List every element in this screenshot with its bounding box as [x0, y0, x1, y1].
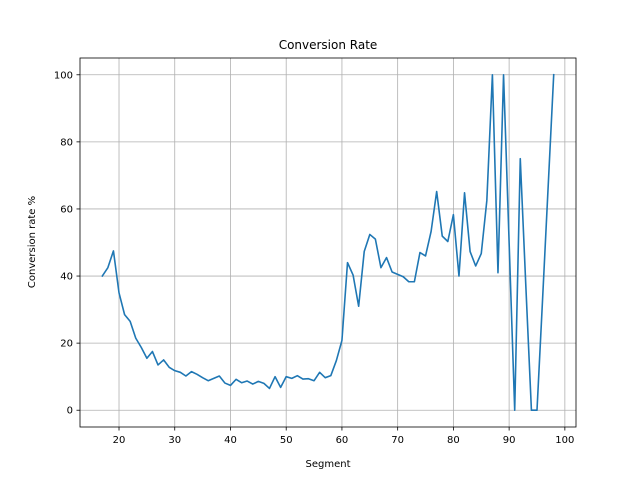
x-tick-label: 60 — [336, 435, 349, 446]
y-axis-label: Conversion rate % — [27, 196, 38, 288]
y-tick-label: 0 — [67, 406, 73, 417]
plot-frame — [79, 57, 577, 428]
y-tick-label: 100 — [54, 70, 73, 81]
x-tick-label: 50 — [280, 435, 293, 446]
x-tick-label: 70 — [391, 435, 404, 446]
x-tick-label: 90 — [503, 435, 516, 446]
y-axis-ticks: 0 20 40 60 80 100 — [54, 70, 80, 417]
y-tick-label: 20 — [60, 339, 73, 350]
series-group — [101, 73, 555, 412]
x-axis-ticks: 20 30 40 50 60 70 80 90 100 — [113, 427, 574, 446]
grid-lines — [80, 58, 576, 427]
x-tick-label: 100 — [555, 435, 574, 446]
x-tick-label: 20 — [113, 435, 126, 446]
y-tick-label: 60 — [60, 204, 73, 215]
series-line-0 — [101, 73, 555, 412]
x-tick-label: 80 — [447, 435, 460, 446]
chart-title: Conversion Rate — [279, 38, 378, 52]
y-tick-label: 40 — [60, 272, 73, 283]
x-tick-label: 40 — [224, 435, 237, 446]
x-tick-label: 30 — [168, 435, 181, 446]
x-axis-label: Segment — [306, 459, 351, 470]
y-tick-label: 80 — [60, 137, 73, 148]
